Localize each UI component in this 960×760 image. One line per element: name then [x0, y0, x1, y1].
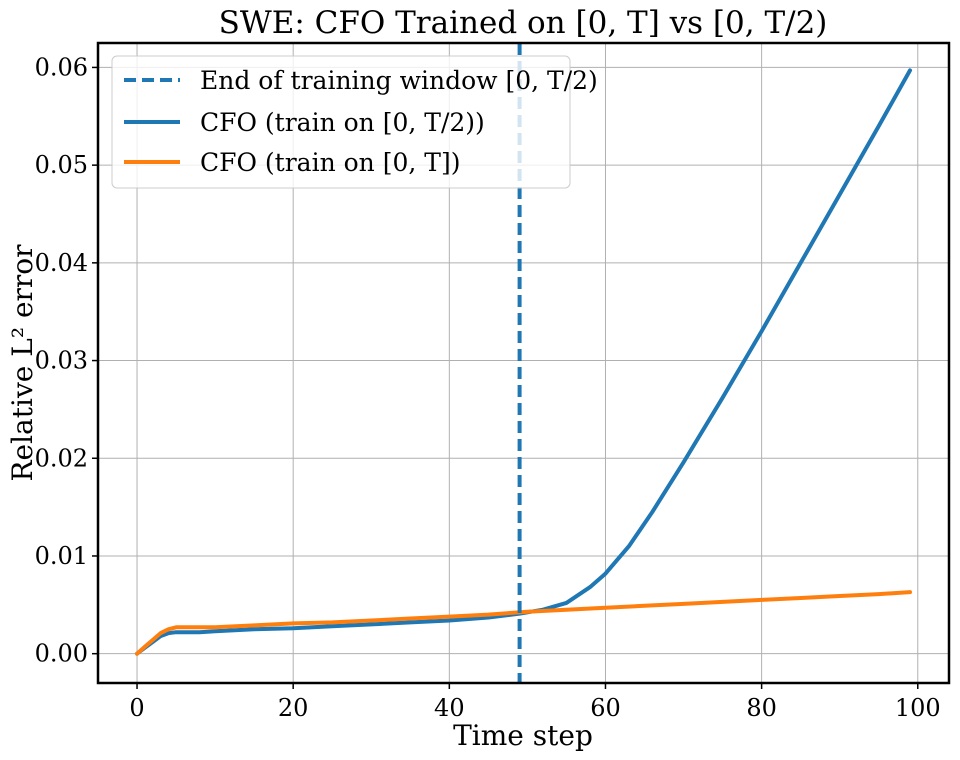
- series-layer: [135, 43, 912, 683]
- axis-ticks: 0 20 40 60 80 100 0.00 0.01 0.02 0.03 0.04 0.05 0.06: [35, 53, 941, 722]
- y-tick-label: 0.04: [35, 249, 88, 277]
- legend-label-vline: End of training window [0, T/2): [200, 66, 598, 95]
- y-tick-label: 0.01: [35, 542, 88, 570]
- legend: End of training window [0, T/2) CFO (tra…: [111, 55, 598, 189]
- x-axis-label: Time step: [453, 719, 593, 752]
- plot-area-frame: [96, 41, 951, 685]
- y-tick-label: 0.02: [35, 444, 88, 472]
- series-line-train-full: [135, 590, 912, 656]
- y-axis-label: Relative L² error: [6, 244, 39, 482]
- x-tick-label: 40: [434, 694, 465, 722]
- x-tick-label: 20: [278, 694, 309, 722]
- y-tick-label: 0.00: [35, 640, 88, 668]
- y-tick-label: 0.06: [35, 53, 88, 81]
- y-tick-label: 0.05: [35, 151, 88, 179]
- x-tick-label: 60: [590, 694, 621, 722]
- chart-title: SWE: CFO Trained on [0, T] vs [0, T/2): [219, 5, 828, 41]
- legend-label-series-half: CFO (train on [0, T/2)): [200, 108, 485, 137]
- x-tick-label: 100: [895, 694, 941, 722]
- series-line-train-half: [135, 68, 912, 656]
- legend-label-series-full: CFO (train on [0, T]): [200, 148, 460, 177]
- legend-box: [111, 55, 571, 189]
- x-tick-label: 80: [746, 694, 777, 722]
- x-tick-label: 0: [129, 694, 144, 722]
- y-tick-label: 0.03: [35, 347, 88, 375]
